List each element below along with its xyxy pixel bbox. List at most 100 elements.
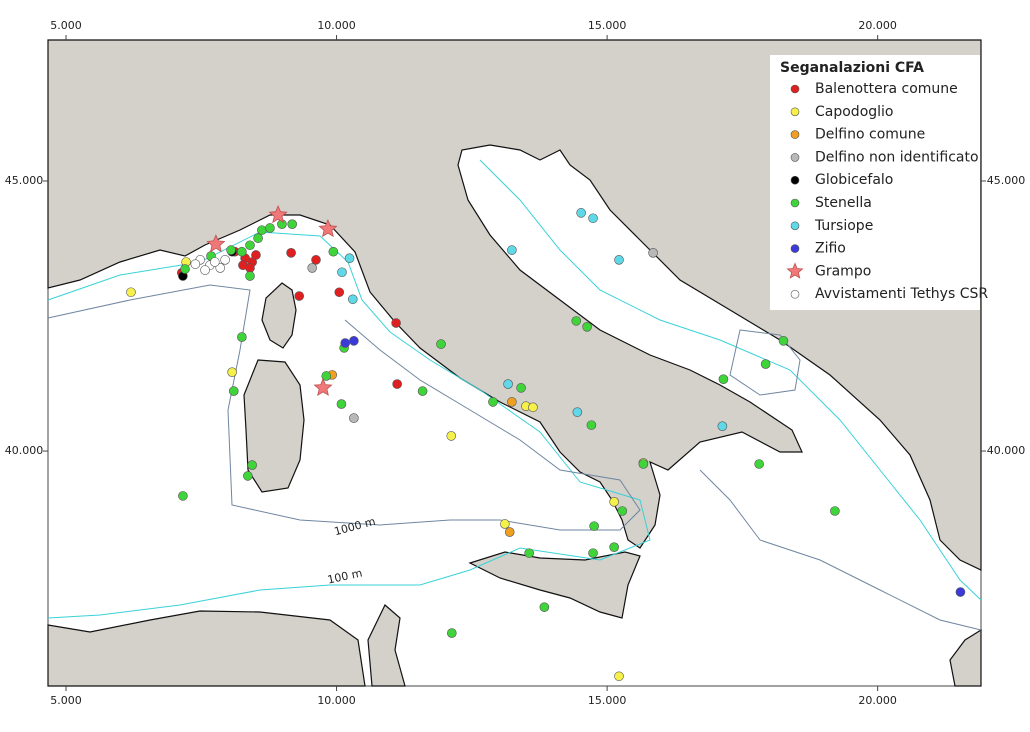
sighting-point xyxy=(488,397,498,407)
sighting-point xyxy=(507,245,517,255)
sighting-point xyxy=(336,399,347,409)
sighting-point xyxy=(286,248,296,258)
land xyxy=(47,39,982,687)
sighting-point xyxy=(778,336,789,346)
greece xyxy=(949,628,982,687)
sighting-point xyxy=(609,542,619,552)
y-tick-label: 40.000 xyxy=(5,444,44,457)
legend-swatch xyxy=(790,107,800,117)
x-tick-label: 5.000 xyxy=(50,19,82,32)
x-tick-label: 10.000 xyxy=(317,19,356,32)
sardinia xyxy=(243,359,305,493)
y-tick-label: 45.000 xyxy=(987,174,1026,187)
legend-label: Stenella xyxy=(815,195,872,211)
sighting-point xyxy=(313,377,333,396)
sighting-point xyxy=(516,383,526,393)
sighting-point xyxy=(504,527,515,537)
sighting-point xyxy=(582,322,592,332)
sighting-point xyxy=(243,471,253,481)
sighting-point xyxy=(528,402,538,413)
sighting-point xyxy=(524,548,534,558)
sighting-point xyxy=(237,246,247,257)
legend-label: Delfino comune xyxy=(815,127,925,143)
sighting-point xyxy=(436,339,446,349)
legend-swatch xyxy=(790,130,800,139)
y-tick-label: 40.000 xyxy=(987,444,1026,457)
sighting-point xyxy=(830,506,840,516)
sighting-point xyxy=(586,420,597,430)
sighting-point xyxy=(210,257,220,267)
tunisia xyxy=(367,604,406,687)
y-tick-label: 45.000 xyxy=(5,174,44,187)
contour-100 xyxy=(47,231,651,619)
sighting-point xyxy=(287,219,297,229)
x-tick-label: 20.000 xyxy=(858,19,897,32)
sighting-point xyxy=(955,587,966,597)
legend-swatch xyxy=(786,262,804,279)
sighting-point xyxy=(617,506,628,516)
sighting-point xyxy=(126,287,136,298)
legend-swatch xyxy=(790,84,800,94)
sighting-point xyxy=(257,225,267,235)
sighting-point xyxy=(391,318,401,328)
sighting-point xyxy=(344,253,355,264)
africa xyxy=(47,610,366,687)
x-tick-label: 15.000 xyxy=(588,694,627,707)
legend-title: Seganalazioni CFA xyxy=(780,60,924,76)
sighting-point xyxy=(754,459,764,469)
sighting-point xyxy=(206,234,226,253)
sighting-point xyxy=(311,255,321,265)
sighting-point xyxy=(638,459,649,469)
sighting-point xyxy=(392,379,402,389)
sicily xyxy=(468,551,641,619)
legend-label: Avvistamenti Tethys CSR xyxy=(815,286,988,302)
sighting-point xyxy=(200,265,210,275)
sighting-point xyxy=(347,294,358,305)
sighting-point xyxy=(178,491,188,501)
sighting-point xyxy=(572,407,583,417)
sighting-point xyxy=(589,521,599,531)
sighting-point xyxy=(328,246,339,257)
sighting-point xyxy=(614,255,624,265)
legend-label: Tursiope xyxy=(814,218,873,234)
sighting-point xyxy=(446,431,457,441)
contour-1000-ionian xyxy=(699,469,982,631)
sighting-point xyxy=(576,208,586,218)
sighting-point xyxy=(190,259,201,269)
sighting-point xyxy=(253,233,263,244)
sighting-point xyxy=(717,421,728,431)
sighting-point xyxy=(500,519,510,529)
sighting-point xyxy=(245,240,255,251)
legend-swatch xyxy=(790,289,800,299)
sighting-point xyxy=(718,374,729,385)
legend-label: Grampo xyxy=(815,263,871,279)
sighting-point xyxy=(265,223,275,233)
sighting-point xyxy=(237,332,247,342)
sighting-point xyxy=(588,213,598,224)
sighting-point xyxy=(571,316,582,326)
sighting-point xyxy=(648,248,658,258)
legend-label: Globicefalo xyxy=(815,172,893,188)
legend-swatch xyxy=(790,221,800,231)
legend-swatch xyxy=(790,175,800,185)
sighting-point xyxy=(417,386,428,396)
sighting-point xyxy=(307,263,318,273)
x-tick-label: 15.000 xyxy=(588,19,627,32)
contour-1000-adriatic xyxy=(729,329,801,396)
sighting-point xyxy=(227,367,237,377)
contour-1000 xyxy=(47,284,641,531)
sighting-point xyxy=(760,359,771,369)
sighting-point xyxy=(251,250,261,260)
legend-label: Zifio xyxy=(815,241,846,257)
sighting-point xyxy=(215,263,226,273)
sighting-point xyxy=(349,413,359,423)
x-tick-label: 5.000 xyxy=(50,694,82,707)
legend-swatch xyxy=(790,198,800,208)
sighting-point xyxy=(247,460,257,470)
corsica xyxy=(261,282,297,349)
sighting-point xyxy=(226,245,236,255)
sighting-point xyxy=(337,267,347,278)
sighting-point xyxy=(245,271,255,281)
